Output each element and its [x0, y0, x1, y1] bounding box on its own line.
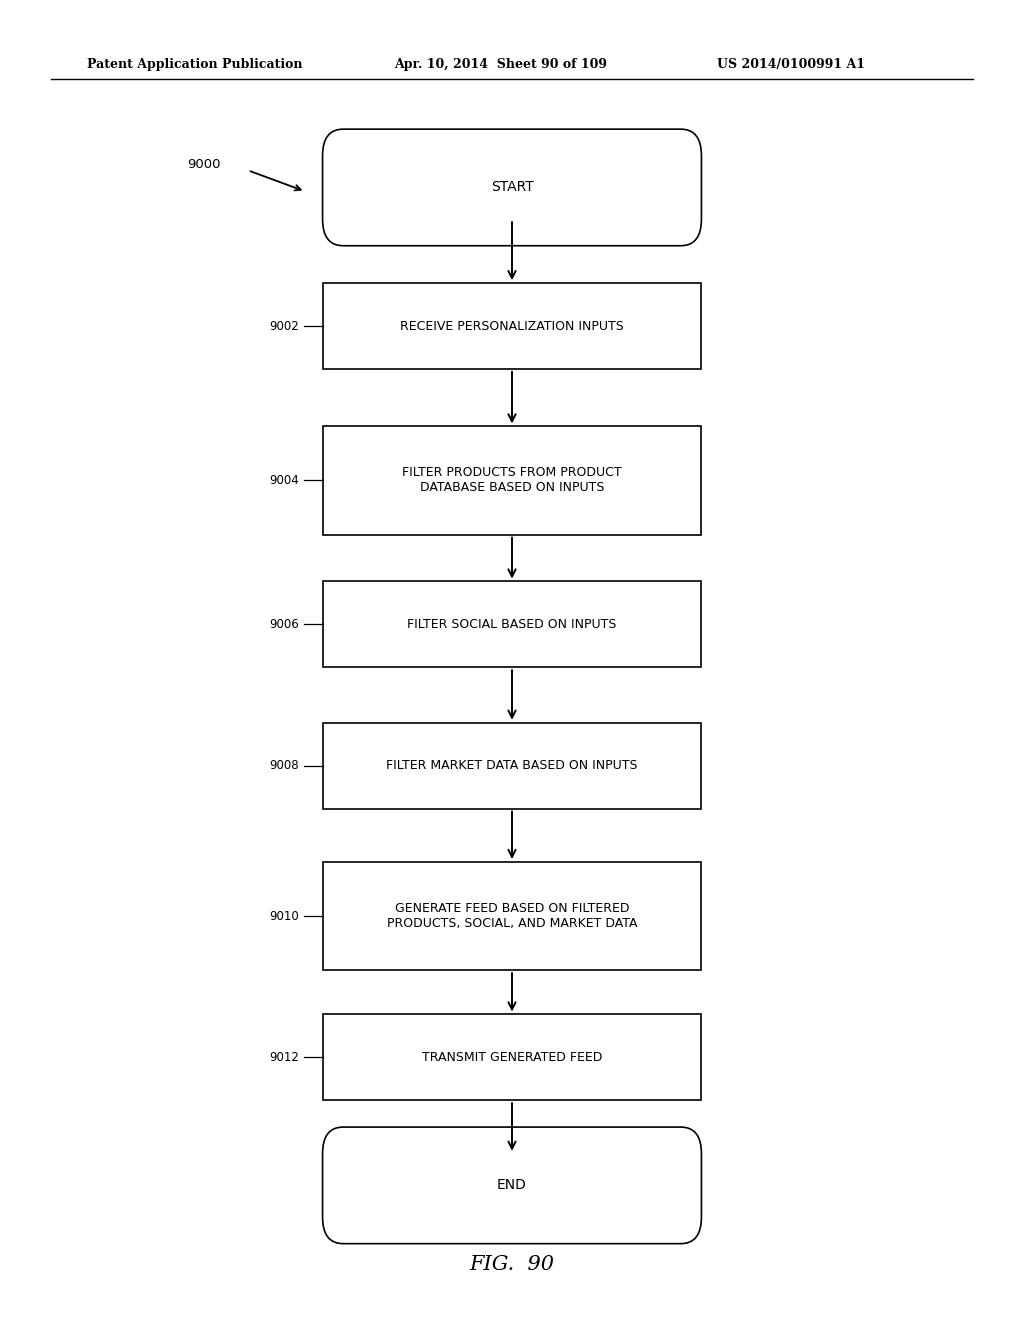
Bar — [323, 282, 701, 368]
Text: US 2014/0100991 A1: US 2014/0100991 A1 — [717, 58, 865, 71]
Bar — [323, 862, 701, 970]
Text: 9002: 9002 — [269, 319, 299, 333]
Text: 9012: 9012 — [269, 1051, 299, 1064]
Text: 9010: 9010 — [269, 909, 299, 923]
FancyBboxPatch shape — [323, 1127, 701, 1243]
FancyBboxPatch shape — [323, 129, 701, 246]
Bar — [323, 426, 701, 535]
Text: FIG.  90: FIG. 90 — [469, 1255, 555, 1274]
Text: 9008: 9008 — [269, 759, 299, 772]
Bar — [323, 723, 701, 808]
Text: FILTER PRODUCTS FROM PRODUCT
DATABASE BASED ON INPUTS: FILTER PRODUCTS FROM PRODUCT DATABASE BA… — [402, 466, 622, 495]
Text: END: END — [497, 1179, 527, 1192]
Text: 9006: 9006 — [269, 618, 299, 631]
Text: RECEIVE PERSONALIZATION INPUTS: RECEIVE PERSONALIZATION INPUTS — [400, 319, 624, 333]
Text: 9000: 9000 — [186, 158, 220, 172]
Text: TRANSMIT GENERATED FEED: TRANSMIT GENERATED FEED — [422, 1051, 602, 1064]
Text: 9004: 9004 — [269, 474, 299, 487]
Bar — [323, 581, 701, 667]
Text: Patent Application Publication: Patent Application Publication — [87, 58, 302, 71]
Text: START: START — [490, 181, 534, 194]
Text: FILTER SOCIAL BASED ON INPUTS: FILTER SOCIAL BASED ON INPUTS — [408, 618, 616, 631]
Bar — [323, 1014, 701, 1101]
Text: FILTER MARKET DATA BASED ON INPUTS: FILTER MARKET DATA BASED ON INPUTS — [386, 759, 638, 772]
Text: GENERATE FEED BASED ON FILTERED
PRODUCTS, SOCIAL, AND MARKET DATA: GENERATE FEED BASED ON FILTERED PRODUCTS… — [387, 902, 637, 931]
Text: Apr. 10, 2014  Sheet 90 of 109: Apr. 10, 2014 Sheet 90 of 109 — [394, 58, 607, 71]
